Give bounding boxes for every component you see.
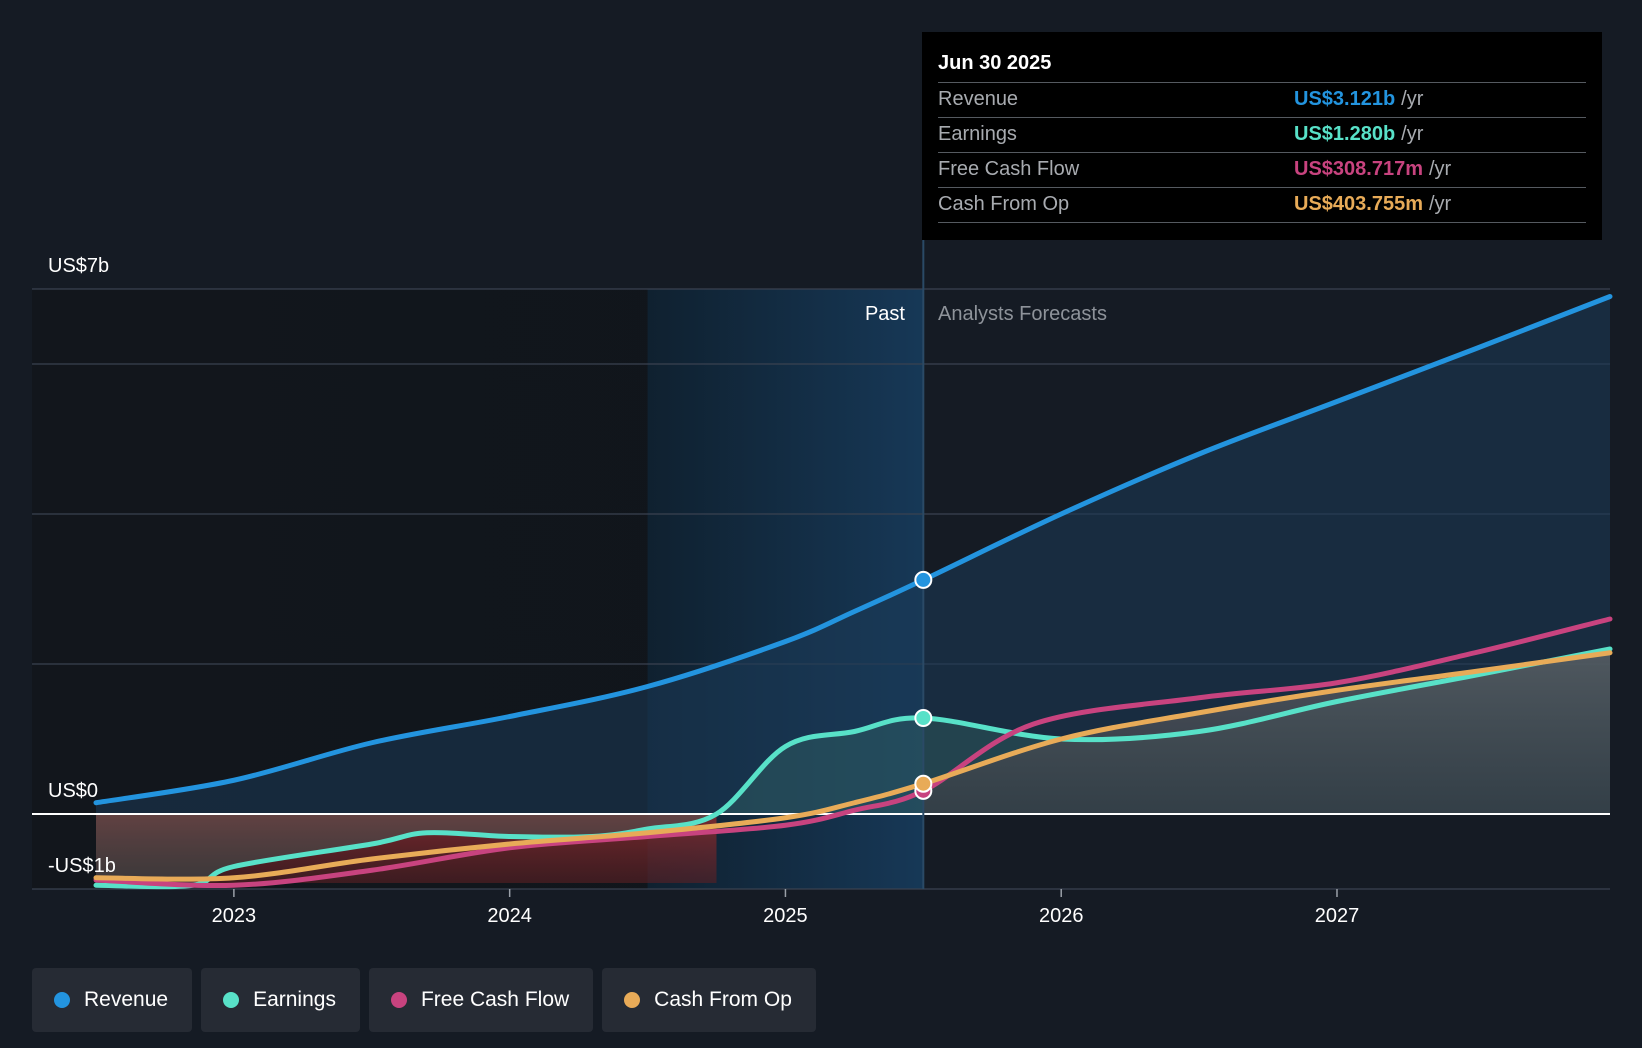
legend-dot-icon — [223, 992, 240, 1008]
legend-item-cash-from-op[interactable]: Cash From Op — [602, 968, 816, 1032]
tooltip-label: Earnings — [938, 123, 1017, 145]
earnings-line — [93, 646, 1613, 890]
earnings-area — [96, 649, 1610, 887]
legend-label: Revenue — [84, 988, 169, 1011]
earnings-marker[interactable] — [914, 709, 933, 727]
revenue-line — [93, 294, 1613, 806]
x-tick-label: 2027 — [1315, 905, 1360, 927]
negative-area — [96, 814, 717, 883]
tooltip-row-revenue: Revenue US$3.121b /yr — [938, 83, 1586, 118]
legend-label: Earnings — [253, 988, 336, 1011]
x-axis-ticks: 2023 2024 2025 2026 2027 — [212, 889, 1360, 927]
x-tick-label: 2023 — [212, 905, 257, 927]
tooltip-row-cash-from-op: Cash From Op US$403.755m /yr — [938, 188, 1586, 223]
series-areas — [96, 296, 1610, 887]
legend-item-free-cash-flow[interactable]: Free Cash Flow — [368, 968, 594, 1032]
revenue-marker[interactable] — [914, 570, 933, 589]
series-lines — [93, 294, 1613, 890]
legend-label: Free Cash Flow — [420, 988, 570, 1011]
tooltip-value: US$308.717m — [1294, 158, 1423, 180]
legend: Revenue Earnings Free Cash Flow Cash Fro… — [32, 968, 816, 1032]
legend-dot-icon — [624, 992, 641, 1008]
series-markers — [914, 570, 933, 800]
tooltip-row-free-cash-flow: Free Cash Flow US$308.717m /yr — [938, 153, 1586, 188]
cash-from-op-marker[interactable] — [914, 774, 933, 793]
legend-item-earnings[interactable]: Earnings — [201, 968, 360, 1032]
cash-from-op-line — [93, 650, 1613, 882]
y-axis-label-zero: US$0 — [48, 780, 98, 802]
forecast-label: Analysts Forecasts — [938, 303, 1107, 325]
tooltip-unit: /yr — [1401, 88, 1424, 110]
tooltip-unit: /yr — [1401, 123, 1424, 145]
tooltip-unit: /yr — [1428, 193, 1452, 215]
tooltip-label: Cash From Op — [938, 193, 1070, 215]
tooltip-row-earnings: Earnings US$1.280b /yr — [938, 118, 1586, 153]
y-axis-label-negative: -US$1b — [48, 855, 116, 877]
tooltip-date: Jun 30 2025 — [938, 46, 1586, 83]
legend-dot-icon — [390, 992, 407, 1008]
x-tick-label: 2026 — [1039, 905, 1084, 927]
free-cash-flow-line — [93, 616, 1613, 889]
x-tick-label: 2024 — [487, 905, 532, 927]
tooltip-unit: /yr — [1428, 158, 1452, 180]
legend-dot-icon — [54, 992, 70, 1008]
tooltip-label: Revenue — [938, 88, 1019, 110]
forecast-grey-area — [923, 652, 1610, 814]
tooltip-value: US$3.121b — [1294, 88, 1396, 110]
tooltip-value: US$1.280b — [1294, 123, 1396, 145]
y-axis-label-top: US$7b — [48, 255, 109, 277]
tooltip-value: US$403.755m — [1294, 193, 1423, 215]
legend-item-revenue[interactable]: Revenue — [32, 968, 193, 1032]
past-label: Past — [865, 303, 905, 325]
data-tooltip: Jun 30 2025 Revenue US$3.121b /yr Earnin… — [922, 32, 1602, 240]
tooltip-label: Free Cash Flow — [938, 158, 1080, 180]
revenue-area — [96, 296, 1610, 814]
legend-label: Cash From Op — [654, 988, 792, 1011]
x-tick-label: 2025 — [763, 905, 808, 927]
